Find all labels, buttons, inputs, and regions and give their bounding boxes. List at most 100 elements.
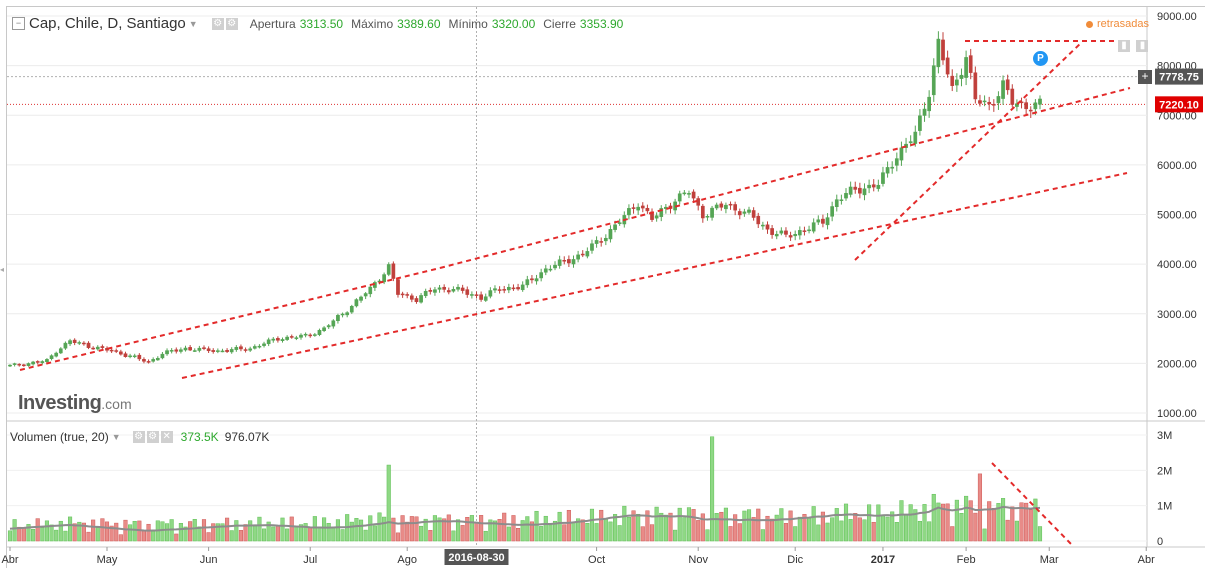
candle-body — [894, 158, 899, 166]
volume-bar — [760, 529, 765, 542]
volume-bar — [636, 513, 641, 542]
last-price-box — [1155, 96, 1203, 113]
time-tick-label: Feb — [957, 554, 976, 566]
volume-bar — [788, 510, 793, 542]
volume-bar — [488, 519, 493, 542]
volume-bar — [1037, 526, 1043, 542]
volume-bar — [17, 526, 22, 542]
settings-icon[interactable]: ⚙ — [211, 17, 224, 30]
scale-button-1[interactable]: ▮ — [1118, 40, 1130, 52]
candle-body — [433, 289, 437, 293]
volume-bar — [964, 495, 969, 542]
time-tick-label: Mar — [1040, 554, 1059, 566]
volume-bar — [867, 504, 872, 542]
volume-header: Volumen (true, 20) ▼ ⚙ ⚙ ✕ 373.5K 976.07… — [10, 430, 269, 444]
candle-body — [215, 350, 220, 352]
candle-body — [913, 131, 918, 144]
candle-body — [908, 141, 913, 144]
volume-bar — [756, 508, 761, 542]
candle-body — [317, 329, 322, 335]
candle-body — [68, 340, 72, 345]
candle-body — [511, 287, 516, 290]
candle-body — [174, 349, 179, 352]
volume-bar — [40, 527, 45, 542]
candle-body — [862, 188, 867, 196]
logo-main: Investing — [18, 392, 102, 414]
candle-body — [608, 229, 613, 240]
volume-bar — [673, 529, 678, 542]
candle-body — [793, 234, 798, 237]
candle-body — [95, 346, 100, 350]
candle-body — [160, 353, 165, 359]
candle-body — [243, 349, 248, 351]
volume-bar — [599, 509, 604, 542]
volume-bar — [479, 515, 484, 542]
left-edge-arrow-icon[interactable]: ◂ — [0, 265, 5, 274]
symbol-header: − Cap, Chile, D, Santiago ▼ ⚙ ⚙ Apertura… — [12, 15, 631, 32]
volume-bar — [312, 516, 317, 542]
p-badge-icon[interactable]: P — [1033, 51, 1048, 66]
volume-bar — [746, 509, 752, 542]
candle-body — [1010, 88, 1015, 105]
candle-body — [280, 339, 285, 341]
trendline-steep-support — [854, 41, 1083, 261]
candle-body — [627, 208, 631, 216]
trendline-channel-top-extension — [439, 87, 1131, 269]
volume-bar — [987, 501, 992, 542]
plus-icon[interactable]: + — [1138, 70, 1152, 84]
volume-bar — [904, 514, 909, 542]
candle-body — [262, 343, 266, 346]
candle-body — [474, 294, 479, 296]
volume-bar — [927, 521, 932, 542]
candle-body — [659, 208, 664, 217]
collapse-icon[interactable]: − — [12, 17, 25, 30]
candle-body — [423, 290, 428, 297]
candle-body — [636, 206, 641, 211]
volume-bar — [931, 493, 936, 542]
candle-body — [257, 345, 262, 348]
price-tick-label: 5000.00 — [1157, 210, 1197, 222]
volume-bar — [908, 504, 913, 542]
volume-bar — [783, 523, 789, 542]
volume-bar — [414, 516, 419, 542]
symbol-name[interactable]: Cap, Chile, D, Santiago — [29, 15, 186, 32]
candle-body — [437, 287, 442, 290]
candle-body — [525, 279, 530, 286]
candle-body — [700, 205, 705, 219]
volume-bar — [659, 512, 664, 542]
candle-body — [211, 350, 216, 352]
chevron-down-icon[interactable]: ▼ — [188, 18, 198, 29]
candle-body — [17, 363, 22, 366]
scale-button-2[interactable]: ▮ — [1136, 40, 1149, 52]
candle-body — [797, 230, 802, 236]
volume-bar — [469, 515, 474, 542]
config-icon[interactable]: ⚙ — [146, 431, 159, 443]
candle-body — [206, 348, 211, 352]
volume-bar — [151, 531, 156, 542]
volume-bar — [7, 530, 13, 542]
time-tick-label: May — [97, 554, 118, 566]
candle-body — [530, 278, 534, 281]
price-tick-label: 1000.00 — [1157, 408, 1197, 420]
candle-body — [72, 339, 77, 343]
candle-body — [645, 207, 650, 212]
candle-body — [419, 295, 423, 303]
volume-label[interactable]: Volumen (true, 20) — [10, 430, 109, 444]
settings-icon[interactable]: ⚙ — [132, 431, 145, 443]
volume-bar — [1014, 520, 1019, 542]
price-tick-label: 9000.00 — [1157, 11, 1197, 23]
volume-tick-label: 0 — [1157, 536, 1163, 548]
candle-body — [881, 172, 885, 184]
config-icon[interactable]: ⚙ — [225, 17, 238, 30]
candle-body — [978, 100, 982, 104]
volume-bar — [548, 524, 553, 542]
candle-body — [442, 286, 447, 290]
volume-bar — [419, 525, 424, 542]
candle-body — [687, 193, 691, 195]
volume-bar — [617, 525, 622, 542]
last-price-label: 7220.10 — [1159, 99, 1199, 111]
candle-body — [409, 295, 414, 300]
chevron-down-icon[interactable]: ▼ — [111, 432, 121, 442]
close-icon[interactable]: ✕ — [160, 431, 173, 443]
